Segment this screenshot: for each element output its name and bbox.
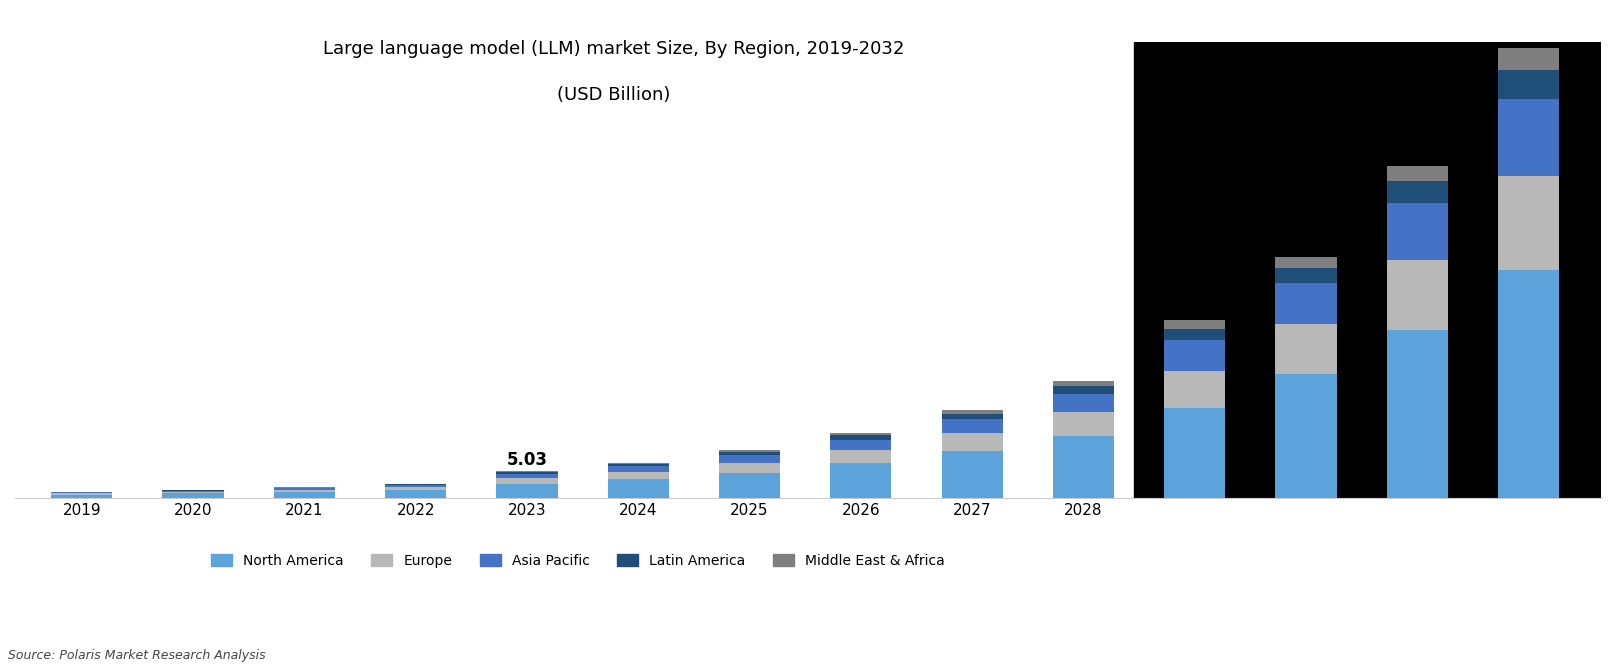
Bar — [1275, 283, 1336, 324]
Bar — [1498, 270, 1559, 498]
Bar — [496, 474, 558, 478]
Text: (USD Billion): (USD Billion) — [558, 86, 671, 104]
Bar — [385, 490, 446, 498]
Bar — [496, 478, 558, 484]
Bar — [831, 436, 892, 440]
Bar — [719, 452, 781, 455]
Bar — [831, 464, 892, 498]
Bar — [1054, 436, 1113, 498]
Bar — [1054, 381, 1113, 386]
Bar — [1164, 370, 1225, 408]
Bar — [1164, 408, 1225, 498]
Bar — [273, 492, 335, 498]
Bar — [385, 485, 446, 487]
Bar — [1498, 70, 1559, 98]
Bar — [719, 473, 781, 498]
Bar — [1387, 331, 1448, 498]
Bar — [942, 419, 1004, 433]
Bar — [1275, 257, 1336, 268]
Bar — [163, 493, 223, 498]
Bar — [1498, 176, 1559, 270]
Bar — [496, 472, 558, 474]
Bar — [1054, 386, 1113, 394]
Bar — [1387, 166, 1448, 182]
Bar — [831, 433, 892, 436]
Bar — [1054, 394, 1113, 412]
Bar — [1134, 42, 1616, 498]
Bar — [1275, 324, 1336, 374]
Bar — [52, 495, 113, 498]
Bar — [385, 484, 446, 485]
Bar — [1387, 203, 1448, 260]
Bar — [719, 463, 781, 473]
Text: Large language model (LLM) market Size, By Region, 2019-2032: Large language model (LLM) market Size, … — [323, 40, 905, 58]
Bar — [1164, 340, 1225, 370]
Bar — [1275, 374, 1336, 498]
Bar — [608, 479, 669, 498]
Bar — [273, 488, 335, 490]
Bar — [496, 484, 558, 498]
Bar — [608, 472, 669, 479]
Bar — [608, 466, 669, 472]
Bar — [1275, 268, 1336, 283]
Bar — [942, 452, 1004, 498]
Bar — [1164, 329, 1225, 340]
Bar — [1498, 49, 1559, 70]
Bar — [1164, 321, 1225, 329]
Bar — [1387, 182, 1448, 203]
Bar — [831, 450, 892, 464]
Bar — [942, 433, 1004, 452]
Bar — [608, 464, 669, 466]
Text: Source: Polaris Market Research Analysis: Source: Polaris Market Research Analysis — [8, 648, 265, 662]
Bar — [719, 450, 781, 452]
Bar — [1387, 260, 1448, 331]
Bar — [385, 487, 446, 490]
Text: 5.03: 5.03 — [506, 451, 548, 469]
Bar — [1498, 98, 1559, 176]
Bar — [496, 471, 558, 472]
Bar — [1054, 412, 1113, 436]
Bar — [719, 455, 781, 463]
Bar — [831, 440, 892, 450]
Bar — [608, 463, 669, 464]
Bar — [163, 491, 223, 492]
Legend: North America, Europe, Asia Pacific, Latin America, Middle East & Africa: North America, Europe, Asia Pacific, Lat… — [205, 549, 950, 573]
Bar — [942, 414, 1004, 419]
Bar — [273, 490, 335, 492]
Bar — [942, 410, 1004, 414]
Bar — [163, 492, 223, 493]
Bar — [52, 493, 113, 495]
